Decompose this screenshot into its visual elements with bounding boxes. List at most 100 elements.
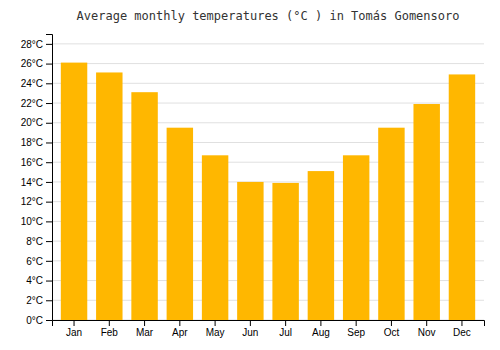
tick-label: 4°C bbox=[26, 275, 43, 286]
grid-line bbox=[52, 63, 484, 64]
tick-mark bbox=[250, 320, 251, 326]
tick-mark bbox=[46, 142, 52, 143]
tick-mark bbox=[285, 320, 286, 326]
tick-mark bbox=[109, 320, 110, 326]
tick-label: 8°C bbox=[26, 236, 43, 247]
tick: Apr bbox=[172, 320, 188, 338]
tick: 6°C bbox=[26, 256, 52, 267]
tick-mark bbox=[215, 320, 216, 326]
tick: 24°C bbox=[21, 78, 52, 89]
grid-line bbox=[52, 43, 484, 44]
bar bbox=[413, 104, 439, 320]
tick: 26°C bbox=[21, 58, 52, 69]
tick-label: May bbox=[206, 327, 225, 338]
tick-label: 10°C bbox=[21, 216, 43, 227]
tick-mark bbox=[46, 83, 52, 84]
axis-line bbox=[53, 321, 485, 327]
tick: 22°C bbox=[21, 98, 52, 109]
tick: 4°C bbox=[26, 275, 52, 286]
tick: May bbox=[206, 320, 225, 338]
bar bbox=[167, 128, 193, 320]
tick-label: 18°C bbox=[21, 137, 43, 148]
tick-label: Jul bbox=[279, 327, 292, 338]
y-axis: 0°C 2°C 4°C 6°C 8°C 10°C 12°C 14°C 16°C 18°C 20°C 2… bbox=[21, 35, 53, 326]
bar bbox=[272, 183, 298, 320]
tick-label: 28°C bbox=[21, 39, 43, 50]
tick: Aug bbox=[312, 320, 330, 338]
tick-mark bbox=[461, 320, 462, 326]
tick-mark bbox=[46, 103, 52, 104]
tick-label: Sep bbox=[347, 327, 365, 338]
tick-mark bbox=[46, 202, 52, 203]
tick-label: 2°C bbox=[26, 295, 43, 306]
tick-mark bbox=[46, 281, 52, 282]
tick-label: 20°C bbox=[21, 117, 43, 128]
bar bbox=[237, 182, 263, 320]
bar bbox=[378, 128, 404, 320]
tick-mark bbox=[46, 64, 52, 65]
tick: 14°C bbox=[21, 177, 52, 188]
tick-label: Jan bbox=[66, 327, 82, 338]
tick: 28°C bbox=[21, 39, 52, 50]
tick-label: Nov bbox=[418, 327, 436, 338]
tick-label: 0°C bbox=[26, 315, 43, 326]
tick-label: Feb bbox=[101, 327, 119, 338]
tick: Jun bbox=[242, 320, 258, 338]
tick: 18°C bbox=[21, 137, 52, 148]
title: Average monthly temperatures (°C ) in To… bbox=[77, 9, 460, 23]
bar bbox=[343, 155, 369, 320]
tick: Sep bbox=[347, 320, 365, 338]
tick: 16°C bbox=[21, 157, 52, 168]
tick-label: 26°C bbox=[21, 58, 43, 69]
tick-mark bbox=[391, 320, 392, 326]
x-axis: Jan Feb Mar Apr May Jun Jul Aug Sep Oct Nov Dec bbox=[53, 320, 485, 338]
tick: Feb bbox=[101, 320, 119, 338]
grid bbox=[52, 44, 484, 320]
tick-mark bbox=[46, 182, 52, 183]
tick-label: 6°C bbox=[26, 256, 43, 267]
chart: 0°C 2°C 4°C 6°C 8°C 10°C 12°C 14°C 16°C 18°C 20°C 2… bbox=[0, 0, 500, 350]
tick-mark bbox=[46, 221, 52, 222]
tick: 2°C bbox=[26, 295, 52, 306]
bar bbox=[449, 74, 475, 320]
tick-label: Jun bbox=[242, 327, 258, 338]
tick-label: 14°C bbox=[21, 177, 43, 188]
tick: Jul bbox=[279, 320, 292, 338]
tick-label: 12°C bbox=[21, 196, 43, 207]
tick-mark bbox=[426, 320, 427, 326]
plot: 0°C 2°C 4°C 6°C 8°C 10°C 12°C 14°C 16°C 18°C 20°C 2… bbox=[21, 35, 485, 339]
tick-label: Mar bbox=[136, 327, 154, 338]
tick-label: 22°C bbox=[21, 98, 43, 109]
tick-label: Dec bbox=[453, 327, 471, 338]
tick: Oct bbox=[384, 320, 400, 338]
tick: Jan bbox=[66, 320, 82, 338]
bar bbox=[96, 72, 122, 320]
tick: 10°C bbox=[21, 216, 52, 227]
tick-mark bbox=[356, 320, 357, 326]
tick-label: 16°C bbox=[21, 157, 43, 168]
tick-mark bbox=[179, 320, 180, 326]
tick-mark bbox=[46, 300, 52, 301]
tick-mark bbox=[46, 44, 52, 45]
bars bbox=[61, 63, 475, 320]
tick: Mar bbox=[136, 320, 154, 338]
tick-label: Aug bbox=[312, 327, 330, 338]
axis-line bbox=[46, 35, 53, 321]
tick: 12°C bbox=[21, 196, 52, 207]
bar bbox=[202, 155, 228, 320]
tick-mark bbox=[46, 123, 52, 124]
tick: Nov bbox=[418, 320, 436, 338]
tick-label: 24°C bbox=[21, 78, 43, 89]
tick: Dec bbox=[453, 320, 471, 338]
bar bbox=[131, 92, 157, 320]
tick-mark bbox=[46, 261, 52, 262]
tick-mark bbox=[74, 320, 75, 326]
tick-label: Apr bbox=[172, 327, 188, 338]
bar bbox=[308, 171, 334, 320]
tick-mark bbox=[144, 320, 145, 326]
tick-mark bbox=[320, 320, 321, 326]
tick: 8°C bbox=[26, 236, 52, 247]
tick: 20°C bbox=[21, 117, 52, 128]
tick-mark bbox=[46, 320, 52, 321]
tick: 0°C bbox=[26, 315, 52, 326]
